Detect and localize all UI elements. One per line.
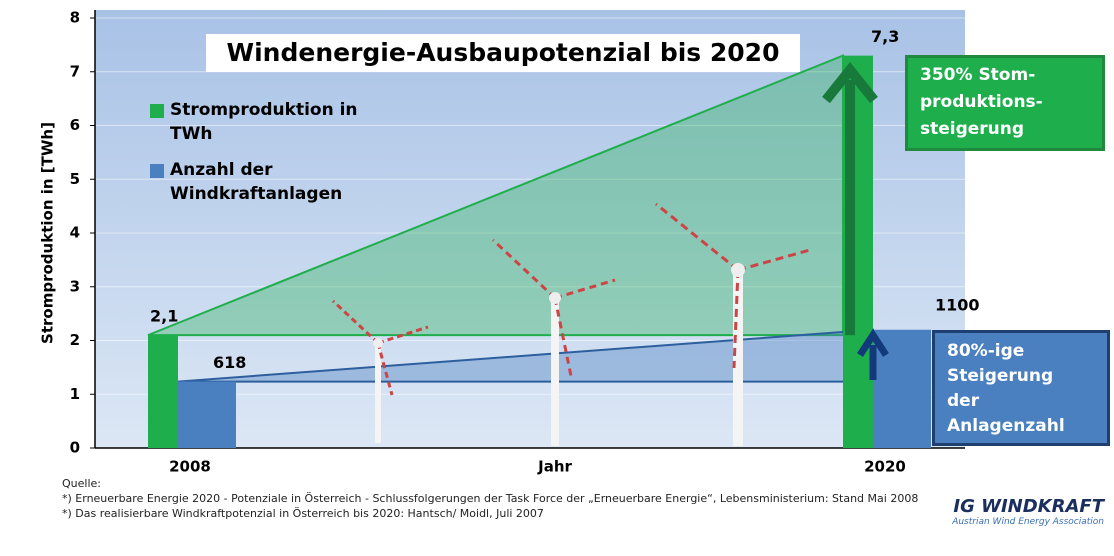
legend-item: Stromproduktion in TWh: [148, 98, 390, 146]
y-tick-label: 0: [70, 439, 80, 457]
source-heading: Quelle:: [62, 476, 918, 491]
x-tick-label: 2008: [169, 458, 211, 476]
x-tick-label: 2020: [864, 458, 906, 476]
y-axis-label: Stromproduktion in [TWh]: [39, 122, 57, 344]
source-line: *) Erneuerbare Energie 2020 - Potenziale…: [62, 491, 918, 506]
x-axis-label: Jahr: [537, 458, 572, 476]
y-tick-label: 3: [70, 277, 80, 295]
chart-title: Windenergie-Ausbaupotenzial bis 2020: [206, 34, 800, 72]
bar: [148, 335, 178, 448]
y-tick-label: 1: [70, 385, 80, 403]
page: Stromproduktion in [TWh] Jahr 012345678 …: [0, 0, 1114, 556]
annotation-line: Steigerung: [947, 364, 1095, 389]
y-tick-label: 5: [70, 170, 80, 188]
logo-name: IG WINDKRAFT: [952, 496, 1104, 517]
annotation-line: 80%-ige: [947, 339, 1095, 364]
source: Quelle: *) Erneuerbare Energie 2020 - Po…: [62, 476, 918, 521]
annotation-line: steigerung: [920, 116, 1090, 143]
source-line: *) Das realisierbare Windkraftpotenzial …: [62, 506, 918, 521]
legend-label: Anzahl der Windkraftanlagen: [170, 158, 390, 206]
annotation-line: Anlagenzahl: [947, 414, 1095, 439]
data-label: 2,1: [150, 307, 178, 326]
annotation-line: produktions-: [920, 89, 1090, 116]
data-label: 1100: [935, 295, 980, 314]
y-tick-label: 8: [70, 9, 80, 27]
legend-item: Anzahl der Windkraftanlagen: [148, 158, 390, 206]
y-tick-label: 7: [70, 62, 80, 80]
legend-label: Stromproduktion in TWh: [170, 98, 390, 146]
y-tick-label: 6: [70, 116, 80, 134]
logo-tagline: Austrian Wind Energy Association: [952, 517, 1104, 527]
annotation-box: 350% Stom-produktions-steigerung: [905, 55, 1105, 151]
annotation-line: 350% Stom-: [920, 62, 1090, 89]
legend-swatch: [150, 164, 164, 178]
logo: IG WINDKRAFT Austrian Wind Energy Associ…: [952, 526, 1104, 527]
legend-swatch: [150, 104, 164, 118]
y-tick-label: 2: [70, 331, 80, 349]
data-label: 7,3: [871, 27, 899, 46]
y-tick-label: 4: [70, 224, 80, 242]
annotation-line: der: [947, 389, 1095, 414]
bar: [178, 382, 236, 448]
data-label: 618: [213, 353, 246, 372]
